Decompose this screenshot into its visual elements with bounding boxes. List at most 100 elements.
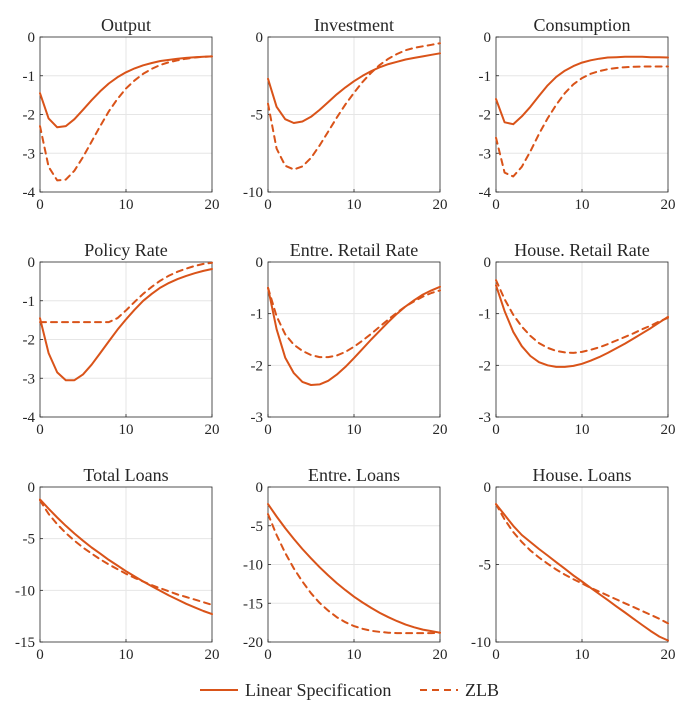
panel-total-loans: 0 10 20 0 -5 -10 -15 Total Loans	[15, 465, 220, 663]
y-tick-label: -2	[479, 358, 492, 374]
x-tick-label: 10	[347, 197, 362, 213]
y-tick-label: -10	[15, 583, 35, 599]
legend: Linear Specification ZLB	[200, 680, 499, 700]
y-tick-label: -4	[23, 185, 36, 201]
x-tick-label: 10	[575, 422, 590, 438]
x-tick-label: 0	[492, 422, 500, 438]
panel-house-loans: 0 10 20 0 -5 -10 House. Loans	[471, 465, 676, 663]
series-line-zlb	[39, 261, 213, 324]
y-tick-label: -5	[479, 558, 492, 574]
series-line-linear-specification	[39, 55, 213, 129]
y-tick-label: -1	[251, 307, 264, 323]
panel-title: Entre. Loans	[308, 465, 400, 485]
panel-title: Policy Rate	[84, 240, 168, 260]
y-tick-label: -10	[243, 185, 263, 201]
y-tick-label: 0	[256, 30, 264, 46]
y-tick-label: -1	[23, 69, 36, 85]
x-tick-label: 20	[433, 647, 448, 663]
x-tick-label: 20	[205, 422, 220, 438]
panel-title: House. Loans	[533, 465, 632, 485]
panel-entre-retail-rate: 0 10 20 0 -1 -2 -3 Entre. Retail Rate	[251, 240, 448, 438]
panel-title: Investment	[314, 15, 394, 35]
panel-title: Consumption	[533, 15, 630, 35]
series-line-zlb	[495, 65, 669, 178]
y-tick-label: 0	[256, 255, 264, 271]
y-tick-label: -5	[23, 532, 36, 548]
series-line-zlb	[39, 499, 213, 606]
x-tick-label: 0	[36, 197, 44, 213]
series-line-linear-specification	[495, 503, 669, 642]
y-tick-label: -3	[479, 410, 492, 426]
x-tick-label: 10	[575, 197, 590, 213]
panel-output: 0 10 20 0 -1 -2 -3 -4 Output	[23, 15, 220, 213]
y-tick-label: -15	[243, 596, 263, 612]
y-tick-label: -5	[251, 108, 264, 124]
legend-label-zlb: ZLB	[465, 680, 499, 700]
panel-title: House. Retail Rate	[514, 240, 649, 260]
panel-entre-loans: 0 10 20 0 -5 -10 -15 -20 Entre. Loans	[243, 465, 448, 663]
panel-house-retail-rate: 0 10 20 0 -1 -2 -3 House. Retail Rate	[479, 240, 676, 438]
x-tick-label: 10	[119, 647, 134, 663]
y-tick-label: -2	[23, 333, 36, 349]
y-tick-label: -2	[23, 108, 36, 124]
x-tick-label: 20	[205, 647, 220, 663]
x-tick-label: 0	[492, 197, 500, 213]
panel-policy-rate: 0 10 20 0 -1 -2 -3 -4 Policy Rate	[23, 240, 220, 438]
series-line-zlb	[495, 503, 669, 625]
y-tick-label: -1	[23, 294, 36, 310]
x-tick-label: 10	[347, 422, 362, 438]
x-tick-label: 0	[264, 197, 272, 213]
x-tick-label: 0	[36, 422, 44, 438]
series-line-linear-specification	[495, 55, 669, 126]
y-tick-label: -3	[251, 410, 264, 426]
x-tick-label: 10	[119, 422, 134, 438]
x-tick-label: 20	[205, 197, 220, 213]
y-tick-label: 0	[484, 255, 492, 271]
series-line-linear-specification	[267, 503, 441, 634]
series-line-zlb	[39, 55, 213, 182]
y-tick-label: -20	[243, 635, 263, 651]
x-tick-label: 10	[347, 647, 362, 663]
x-tick-label: 0	[36, 647, 44, 663]
x-tick-label: 0	[264, 422, 272, 438]
panel-title: Entre. Retail Rate	[290, 240, 418, 260]
y-tick-label: 0	[484, 30, 492, 46]
x-tick-label: 20	[661, 647, 676, 663]
y-tick-label: -4	[479, 185, 492, 201]
series-line-zlb	[495, 279, 669, 354]
x-tick-label: 10	[119, 197, 134, 213]
y-tick-label: 0	[256, 480, 264, 496]
y-tick-label: -2	[479, 108, 492, 124]
y-tick-label: -4	[23, 410, 36, 426]
y-tick-label: 0	[28, 30, 36, 46]
series-line-linear-specification	[39, 268, 213, 382]
x-tick-label: 10	[575, 647, 590, 663]
panel-title: Output	[101, 15, 151, 35]
y-tick-label: -15	[15, 635, 35, 651]
y-tick-label: -5	[251, 519, 264, 535]
y-tick-label: -2	[251, 358, 264, 374]
panel-title: Total Loans	[83, 465, 168, 485]
x-tick-label: 20	[661, 422, 676, 438]
y-tick-label: -1	[479, 69, 492, 85]
y-tick-label: -3	[479, 146, 492, 162]
x-tick-label: 20	[433, 197, 448, 213]
y-tick-label: 0	[28, 480, 36, 496]
series-line-zlb	[267, 286, 441, 359]
y-tick-label: 0	[28, 255, 36, 271]
series-line-zlb	[267, 42, 441, 171]
x-tick-label: 20	[433, 422, 448, 438]
x-tick-label: 0	[264, 647, 272, 663]
y-tick-label: -3	[23, 146, 36, 162]
y-tick-label: -1	[479, 307, 492, 323]
y-tick-label: -10	[471, 635, 491, 651]
series-line-linear-specification	[267, 52, 441, 124]
y-tick-label: -3	[23, 371, 36, 387]
x-tick-label: 20	[661, 197, 676, 213]
y-tick-label: -10	[243, 558, 263, 574]
panel-consumption: 0 10 20 0 -1 -2 -3 -4 Consumption	[479, 15, 676, 213]
x-tick-label: 0	[492, 647, 500, 663]
series-line-linear-specification	[495, 284, 669, 368]
